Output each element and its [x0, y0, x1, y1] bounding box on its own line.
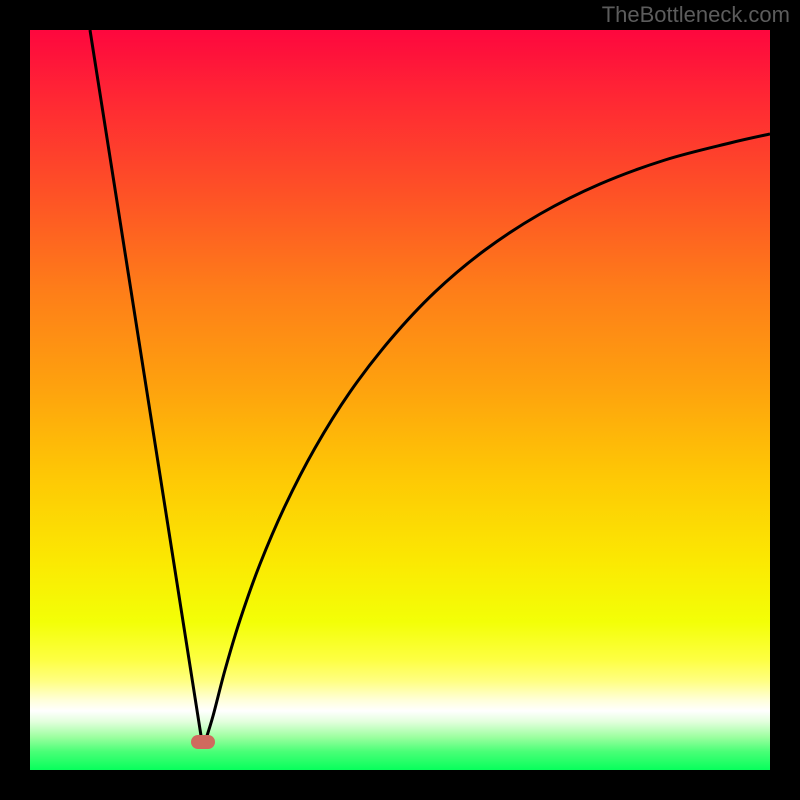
attribution-text: TheBottleneck.com [602, 2, 790, 28]
plot-area [30, 30, 770, 770]
curve-left-branch [90, 30, 202, 742]
chart-container: TheBottleneck.com [0, 0, 800, 800]
optimal-point-marker [191, 735, 215, 749]
plot-frame [30, 30, 770, 770]
curve-right-branch [205, 134, 770, 742]
bottleneck-curve [30, 30, 770, 770]
